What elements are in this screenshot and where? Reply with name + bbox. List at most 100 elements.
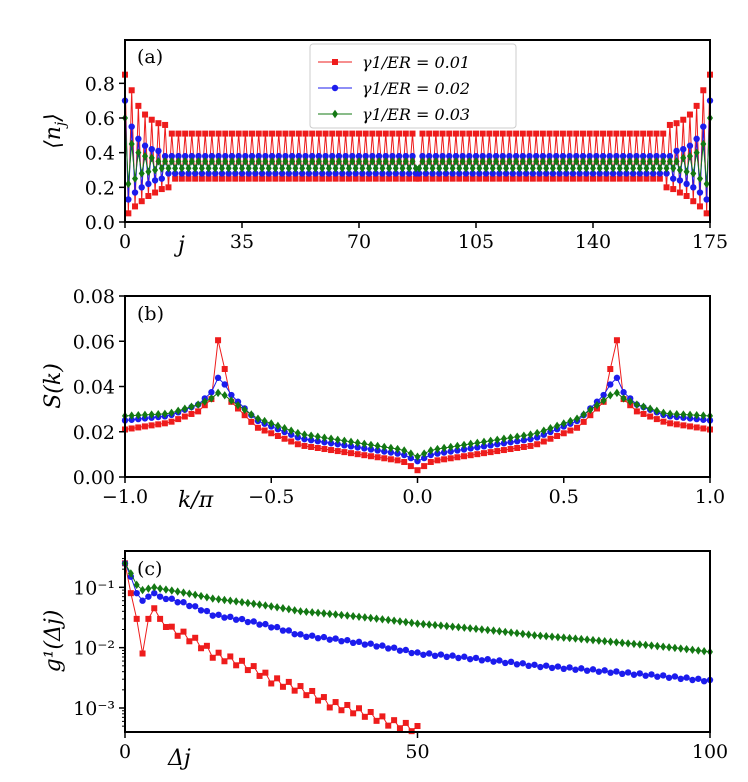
data-point xyxy=(490,658,497,665)
data-point xyxy=(218,175,225,182)
data-point xyxy=(389,130,396,137)
data-point xyxy=(319,175,326,182)
data-point xyxy=(520,443,527,450)
y-tick-label: 0.04 xyxy=(73,377,115,399)
data-point xyxy=(298,170,306,177)
data-point xyxy=(135,411,142,420)
data-point xyxy=(536,170,543,177)
data-point xyxy=(148,422,155,429)
data-point xyxy=(242,157,249,166)
data-point xyxy=(235,130,242,137)
series-3 xyxy=(122,559,713,657)
data-point xyxy=(600,130,607,137)
data-point xyxy=(192,164,199,173)
data-point xyxy=(603,175,610,182)
panel-b: −1.0 −0.5 0.0 0.5 1.0 0.00 0.02 0.04 0.06 0.08 (… xyxy=(41,286,725,513)
x-tick-label: 0 xyxy=(119,231,131,253)
data-point xyxy=(593,401,600,410)
data-point xyxy=(509,164,516,173)
data-point xyxy=(654,641,661,651)
data-point xyxy=(303,607,310,617)
data-point xyxy=(202,157,209,166)
x-tick-label: 105 xyxy=(458,231,494,253)
data-point xyxy=(192,634,199,641)
data-point xyxy=(309,608,316,617)
data-point xyxy=(500,447,507,454)
panel-b-label: (b) xyxy=(137,303,164,325)
data-point xyxy=(613,130,620,137)
data-point xyxy=(607,391,614,400)
legend-box xyxy=(309,43,517,129)
data-point xyxy=(449,170,456,177)
data-point xyxy=(192,590,199,600)
data-point xyxy=(162,595,170,603)
data-point xyxy=(533,157,540,166)
data-point xyxy=(325,175,332,182)
data-point xyxy=(462,175,469,182)
data-point xyxy=(461,440,468,450)
data-point xyxy=(414,452,421,461)
data-point xyxy=(695,646,702,655)
data-point xyxy=(673,421,680,428)
data-point xyxy=(523,175,530,182)
data-point xyxy=(291,606,298,615)
data-point xyxy=(259,164,266,173)
data-point xyxy=(252,170,259,177)
data-point xyxy=(473,157,479,166)
data-point xyxy=(148,410,155,419)
data-point xyxy=(506,152,513,160)
data-point xyxy=(165,170,172,177)
data-point xyxy=(387,456,394,463)
data-point xyxy=(244,618,252,626)
data-point xyxy=(339,175,346,182)
data-point xyxy=(175,406,182,415)
data-point xyxy=(294,441,301,448)
data-point xyxy=(476,164,483,173)
data-point xyxy=(328,434,335,443)
data-point xyxy=(209,612,216,619)
data-point xyxy=(168,408,175,418)
data-point xyxy=(546,130,553,137)
data-point xyxy=(203,607,211,615)
data-point xyxy=(396,157,403,166)
panel-c-label: (c) xyxy=(137,558,162,580)
data-point xyxy=(158,186,165,193)
data-point xyxy=(198,175,205,182)
data-point xyxy=(649,170,657,177)
data-point xyxy=(629,170,637,177)
data-point xyxy=(249,157,256,166)
data-point xyxy=(690,198,697,205)
data-point xyxy=(274,433,281,440)
data-point xyxy=(437,621,444,630)
data-point xyxy=(626,152,633,160)
data-point xyxy=(329,130,336,137)
data-point xyxy=(356,130,362,137)
data-point xyxy=(609,170,617,177)
data-point xyxy=(262,152,269,160)
data-point xyxy=(315,130,322,137)
data-point xyxy=(302,130,309,137)
panel-a-frame xyxy=(124,39,711,223)
data-point xyxy=(677,644,684,653)
data-point xyxy=(268,419,275,428)
data-point xyxy=(589,666,597,673)
data-point xyxy=(356,612,362,621)
data-point xyxy=(338,637,345,645)
data-point xyxy=(427,458,434,465)
data-point xyxy=(381,442,388,452)
data-point xyxy=(480,450,487,457)
data-point xyxy=(696,174,703,183)
data-point xyxy=(162,585,169,594)
data-point xyxy=(222,157,229,166)
data-point xyxy=(396,130,403,137)
data-point xyxy=(356,705,362,712)
data-point xyxy=(356,157,362,166)
data-point xyxy=(462,170,470,177)
data-point xyxy=(642,672,649,679)
data-point xyxy=(654,673,661,680)
data-point xyxy=(441,443,448,453)
data-point xyxy=(369,157,376,166)
data-point xyxy=(441,456,448,463)
data-point xyxy=(342,130,349,137)
data-point xyxy=(192,175,199,182)
